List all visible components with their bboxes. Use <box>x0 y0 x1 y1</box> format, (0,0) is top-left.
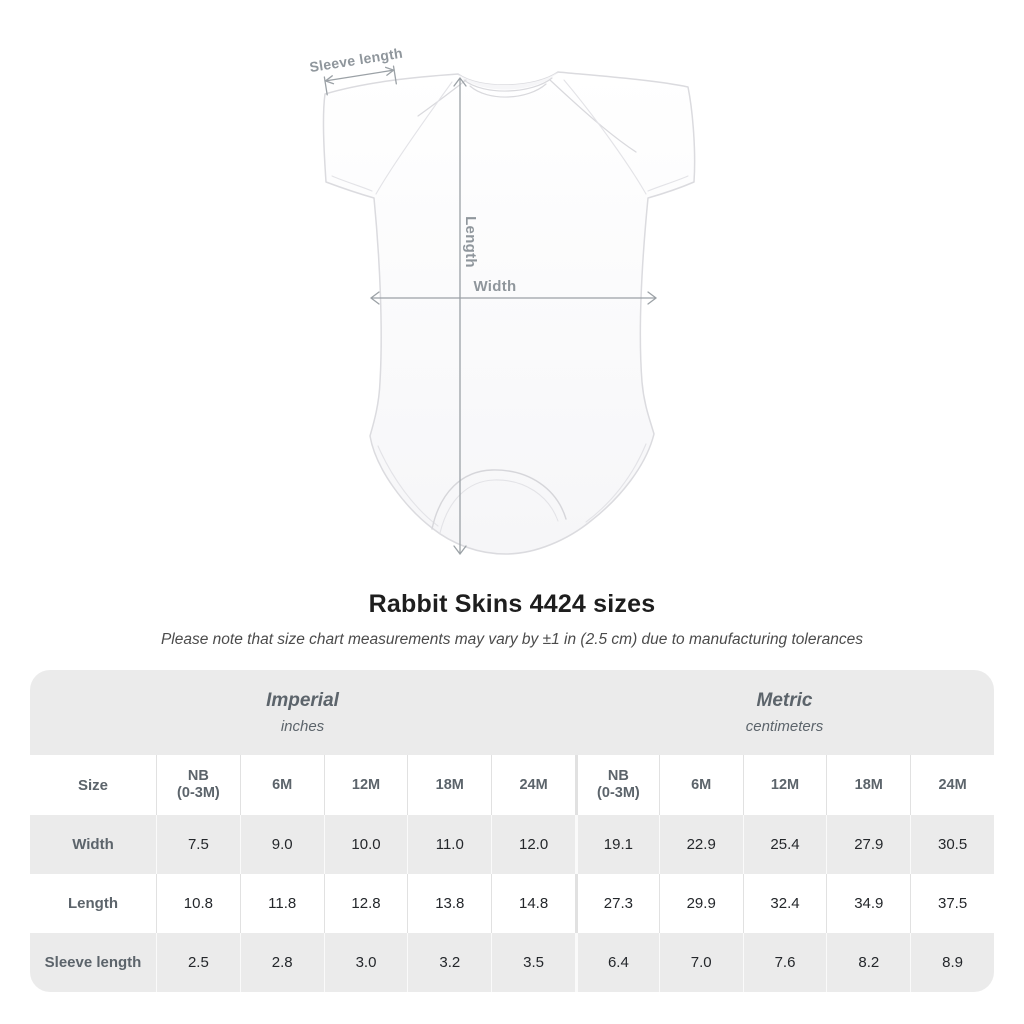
table-cell: 11.0 <box>407 815 491 874</box>
table-cell: 27.3 <box>575 874 659 933</box>
column-header: NB (0-3M) <box>575 755 659 815</box>
bodysuit-illustration <box>322 71 696 555</box>
imperial-group-header: Imperial inches <box>30 670 575 755</box>
table-row-sleeve-length: Sleeve length 2.5 2.8 3.0 3.2 3.5 6.4 7.… <box>30 933 994 992</box>
table-cell: 32.4 <box>742 874 827 933</box>
table-cell: 11.8 <box>239 874 324 933</box>
metric-unit-label: centimeters <box>745 718 824 735</box>
table-cell: 7.5 <box>156 815 240 874</box>
column-header-line: 6M <box>691 776 712 793</box>
row-label: Width <box>72 836 114 853</box>
table-row-width: Width 7.5 9.0 10.0 11.0 12.0 19.1 22.9 2… <box>30 815 994 874</box>
table-cell: 12.8 <box>323 874 408 933</box>
size-header-row: Size NB (0-3M) 6M 12M 18M 24M N <box>30 755 994 815</box>
bodysuit-measurement-diagram: Length Width Sleeve length <box>308 45 696 555</box>
table-cell: 7.6 <box>742 933 827 992</box>
column-header-line: 12M <box>351 776 381 793</box>
table-cell: 34.9 <box>826 874 910 933</box>
table-cell: 8.2 <box>826 933 910 992</box>
column-header: 6M <box>239 755 324 815</box>
table-cell: 2.8 <box>239 933 324 992</box>
size-table: Imperial inches Metric centimeters Size … <box>30 670 994 992</box>
size-column-label: Size <box>77 776 108 794</box>
table-cell: 12.0 <box>491 815 575 874</box>
metric-group-header: Metric centimeters <box>575 670 994 755</box>
table-cell: 3.5 <box>491 933 575 992</box>
length-label: Length <box>462 216 479 268</box>
column-header: 18M <box>826 755 910 815</box>
column-header-line: NB <box>187 768 209 784</box>
column-header-line: 24M <box>938 776 967 793</box>
page-title: Rabbit Skins 4424 sizes <box>368 590 656 618</box>
table-cell: 19.1 <box>575 815 659 874</box>
table-cell: 13.8 <box>407 874 491 933</box>
table-cell: 25.4 <box>742 815 827 874</box>
table-cell: 37.5 <box>910 874 994 933</box>
row-label: Sleeve length <box>44 954 142 971</box>
length-arrow <box>453 77 467 555</box>
table-cell: 8.9 <box>910 933 994 992</box>
table-cell: 3.2 <box>407 933 491 992</box>
column-header-line: (0-3M) <box>177 785 220 801</box>
column-header: 12M <box>323 755 408 815</box>
column-header-line: 12M <box>770 776 800 793</box>
table-cell: 3.0 <box>323 933 408 992</box>
table-cell: 29.9 <box>658 874 743 933</box>
column-header-line: NB <box>607 768 629 784</box>
column-header-line: 18M <box>854 776 883 793</box>
column-header: 18M <box>407 755 491 815</box>
column-header: 6M <box>658 755 743 815</box>
table-cell: 9.0 <box>239 815 324 874</box>
table-cell: 14.8 <box>491 874 575 933</box>
table-cell: 7.0 <box>658 933 743 992</box>
unit-group-row: Imperial inches Metric centimeters <box>30 670 994 755</box>
table-cell: 6.4 <box>575 933 659 992</box>
column-header: NB (0-3M) <box>156 755 240 815</box>
table-cell: 2.5 <box>156 933 240 992</box>
table-cell: 10.8 <box>156 874 240 933</box>
column-header-line: 18M <box>435 776 464 793</box>
width-label: Width <box>473 278 516 295</box>
row-label: Length <box>68 895 118 912</box>
column-header: 24M <box>491 755 575 815</box>
column-header: 24M <box>910 755 994 815</box>
width-arrow <box>370 291 657 305</box>
metric-label: Metric <box>756 690 813 711</box>
column-header-line: (0-3M) <box>597 785 640 801</box>
column-header: 12M <box>742 755 827 815</box>
column-header-line: 24M <box>519 776 548 793</box>
column-header-line: 6M <box>272 776 293 793</box>
table-row-length: Length 10.8 11.8 12.8 13.8 14.8 27.3 29.… <box>30 874 994 933</box>
imperial-label: Imperial <box>266 690 339 711</box>
table-cell: 10.0 <box>323 815 408 874</box>
tolerance-note: Please note that size chart measurements… <box>160 631 864 648</box>
table-cell: 30.5 <box>910 815 994 874</box>
table-cell: 27.9 <box>826 815 910 874</box>
table-cell: 22.9 <box>658 815 743 874</box>
imperial-unit-label: inches <box>280 718 325 735</box>
